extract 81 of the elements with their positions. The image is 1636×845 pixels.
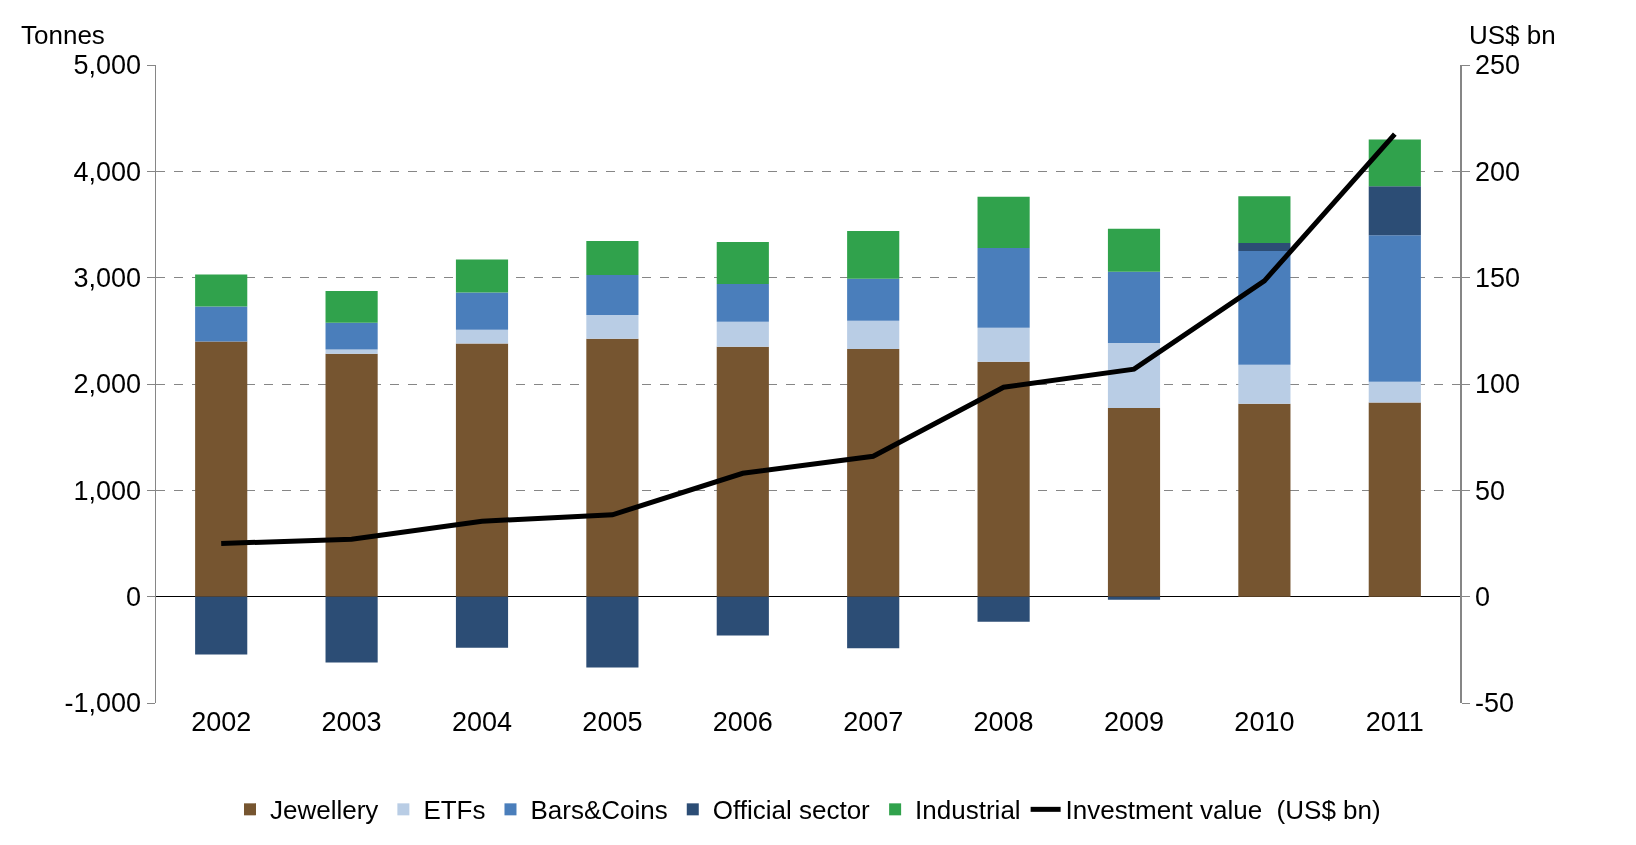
bar <box>195 274 248 307</box>
bar <box>1107 343 1161 408</box>
bar <box>716 346 769 597</box>
bar <box>1368 235 1421 382</box>
bar <box>325 349 378 354</box>
bar <box>1238 364 1291 404</box>
y-axis-title: Tonnes <box>21 20 105 50</box>
bar <box>586 596 639 668</box>
y2-tick-label: 200 <box>1474 156 1520 187</box>
bar <box>1107 228 1161 272</box>
y-tick-label: 5,000 <box>73 50 142 81</box>
bar <box>325 353 378 597</box>
bar <box>586 314 639 339</box>
bar <box>716 242 769 285</box>
bar <box>325 322 378 350</box>
y2-tick-label: 150 <box>1474 263 1520 294</box>
bar <box>455 329 509 344</box>
bar <box>455 292 509 330</box>
bar <box>1107 407 1161 597</box>
legend-label: Investment value (US$ bn) <box>1065 795 1381 826</box>
y2-tick-label: 100 <box>1474 369 1520 400</box>
legend-label: Bars&Coins <box>530 795 668 826</box>
x-tick-label: 2003 <box>321 707 382 737</box>
bar <box>847 348 900 597</box>
bar <box>1368 381 1421 403</box>
x-tick-label: 2005 <box>582 707 643 737</box>
x-tick-label: 2004 <box>451 707 513 737</box>
y-tick-label: 3,000 <box>73 263 142 294</box>
legend-label: Industrial <box>915 795 1021 826</box>
bar <box>1107 271 1161 344</box>
y-tick-label: 2,000 <box>73 369 142 400</box>
bar <box>716 284 769 322</box>
bar <box>586 275 639 315</box>
bar <box>586 240 639 276</box>
x-tick-label: 2007 <box>843 707 904 737</box>
bar <box>977 327 1030 362</box>
bar <box>195 596 248 655</box>
bar <box>1368 402 1421 597</box>
bar <box>1238 243 1291 252</box>
bar <box>1368 186 1421 236</box>
bar <box>1368 139 1421 187</box>
legend-label: ETFs <box>423 795 486 826</box>
x-tick-label: 2011 <box>1365 707 1424 737</box>
bar <box>1107 596 1161 600</box>
y2-tick-label: 50 <box>1474 475 1505 506</box>
x-tick-label: 2002 <box>191 707 252 737</box>
bar <box>455 343 509 597</box>
bar <box>847 230 900 279</box>
y2-tick-label: 250 <box>1474 50 1520 81</box>
bar <box>977 596 1030 622</box>
bar <box>977 361 1030 597</box>
bar <box>586 338 639 597</box>
bar <box>325 290 378 323</box>
bar <box>847 278 900 321</box>
bar <box>977 196 1030 248</box>
bar <box>455 259 509 293</box>
y2-axis-title: US$ bn <box>1469 20 1556 50</box>
y2-tick-label: 0 <box>1474 582 1490 613</box>
y-tick-label: 4,000 <box>73 156 142 187</box>
bar <box>195 341 248 597</box>
y-tick-label: -1,000 <box>64 688 142 719</box>
bar <box>195 306 248 342</box>
y2-tick-label: -50 <box>1474 688 1514 719</box>
x-tick-label: 2006 <box>712 707 773 737</box>
bar <box>1238 196 1291 244</box>
bar <box>1238 251 1291 365</box>
bar <box>977 247 1030 328</box>
bar <box>847 320 900 349</box>
x-tick-label: 2008 <box>973 707 1034 737</box>
legend-label: Jewellery <box>270 795 379 826</box>
x-tick-label: 2009 <box>1103 707 1165 737</box>
bar <box>716 321 769 347</box>
bar <box>847 596 900 649</box>
y-tick-label: 1,000 <box>73 475 142 506</box>
legend-label: Official sector <box>712 795 871 826</box>
x-tick-label: 2010 <box>1234 707 1295 737</box>
y-tick-label: 0 <box>126 582 142 613</box>
bar <box>1238 403 1291 597</box>
bar <box>455 596 509 648</box>
bar <box>325 596 378 663</box>
bar <box>716 596 769 636</box>
